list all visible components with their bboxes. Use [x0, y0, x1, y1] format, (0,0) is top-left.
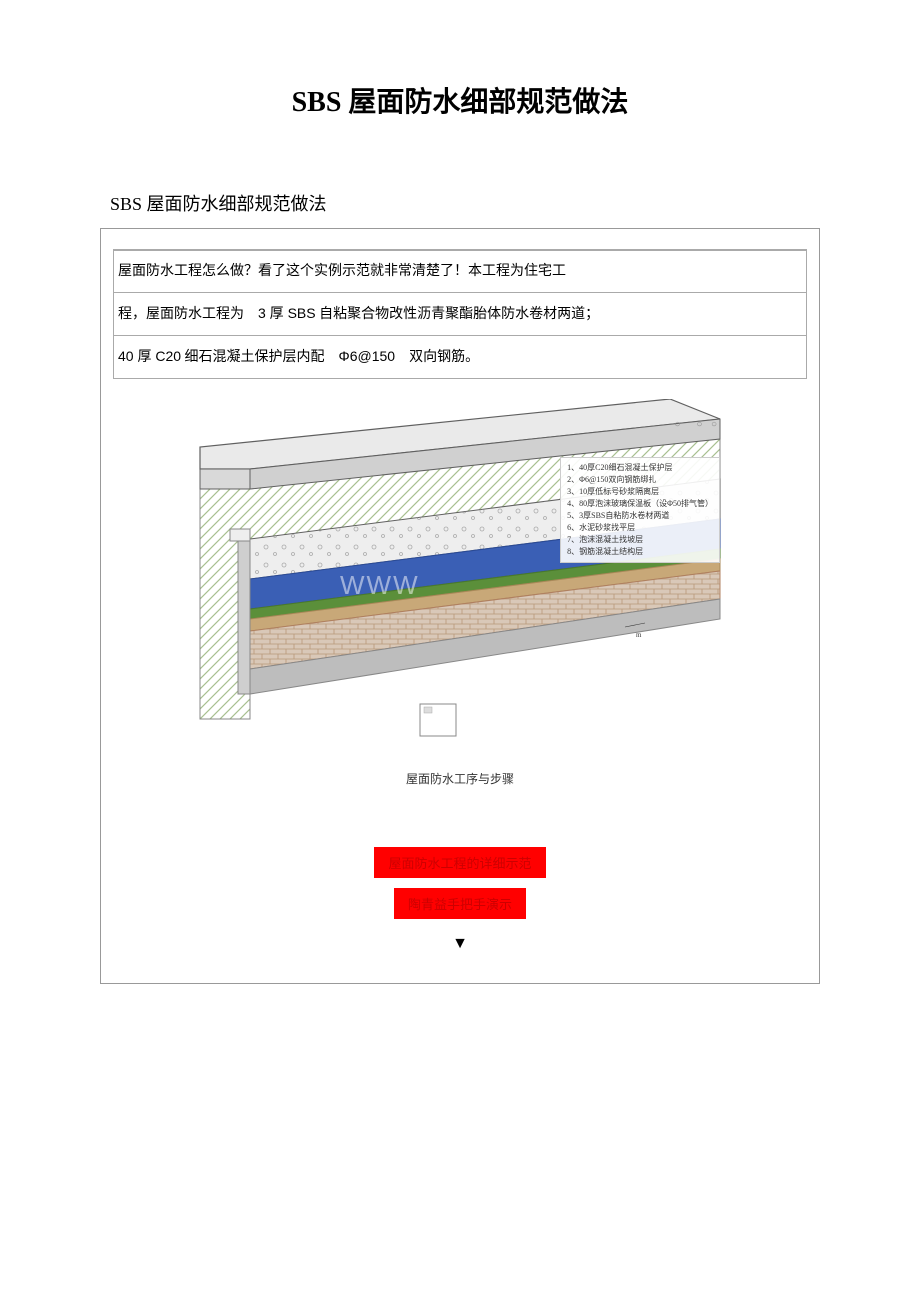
page-title: SBS 屋面防水细部规范做法	[100, 80, 820, 120]
intro-line-3b: 细石混凝土保护层内配	[181, 350, 339, 365]
svg-text:WWW: WWW	[340, 570, 420, 600]
down-arrow-icon: ▼	[452, 935, 468, 953]
badge-group: 屋面防水工程的详细示范 陶青益手把手演示 ▼	[113, 847, 807, 953]
layer-legend: 1、40厚C20细石混凝土保护层 2、Φ6@150双向钢筋绑扎 3、10厚低标号…	[560, 457, 720, 563]
intro-text-block: 屋面防水工程怎么做？看了这个实例示范就非常清楚了！本工程为住宅工 程，屋面防水工…	[113, 249, 807, 379]
legend-item-1: 1、40厚C20细石混凝土保护层	[567, 462, 713, 474]
intro-line-2c: 自粘聚合物改性沥青聚酯胎体防水卷材两道；	[316, 307, 600, 322]
roof-diagram: WWW m	[190, 399, 730, 759]
legend-item-8: 8、钢筋混凝土结构层	[567, 546, 713, 558]
legend-item-2: 2、Φ6@150双向钢筋绑扎	[567, 474, 713, 486]
intro-line-1: 屋面防水工程怎么做？看了这个实例示范就非常清楚了！本工程为住宅工	[114, 250, 806, 293]
intro-line-3: 40 厚 C20 细石混凝土保护层内配 Φ6@150 双向钢筋。	[114, 336, 806, 378]
legend-item-5: 5、3厚SBS自粘防水卷材两道	[567, 510, 713, 522]
legend-item-6: 6、水泥砂浆找平层	[567, 522, 713, 534]
intro-line-3c: Φ6@150	[339, 348, 396, 364]
badge-2: 陶青益手把手演示	[394, 888, 526, 919]
legend-item-3: 3、10厚低标号砂浆隔离层	[567, 486, 713, 498]
intro-line-2: 程，屋面防水工程为 3 厚 SBS 自粘聚合物改性沥青聚酯胎体防水卷材两道；	[114, 293, 806, 336]
legend-item-7: 7、泡沫混凝土找坡层	[567, 534, 713, 546]
intro-line-2a: 程，屋面防水工程为	[118, 307, 258, 322]
page-subtitle: SBS 屋面防水细部规范做法	[110, 190, 820, 216]
intro-line-3a: 40 厚 C20	[118, 348, 181, 364]
intro-line-3d: 双向钢筋。	[395, 350, 479, 365]
intro-line-2b: 3 厚 SBS	[258, 305, 316, 321]
legend-item-4: 4、80厚泡沫玻璃保温板（设Φ50排气管）	[567, 498, 713, 510]
badge-1: 屋面防水工程的详细示范	[374, 847, 545, 878]
decorative-bubbles: ○ ○ ○	[674, 415, 720, 430]
diagram-caption: 屋面防水工序与步骤	[190, 770, 730, 787]
content-container: 屋面防水工程怎么做？看了这个实例示范就非常清楚了！本工程为住宅工 程，屋面防水工…	[100, 228, 820, 984]
diagram-container: ○ ○ ○	[113, 399, 807, 787]
svg-text:m: m	[636, 631, 642, 639]
